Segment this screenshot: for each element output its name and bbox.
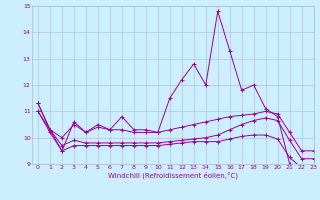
X-axis label: Windchill (Refroidissement éolien,°C): Windchill (Refroidissement éolien,°C) [108, 172, 238, 179]
